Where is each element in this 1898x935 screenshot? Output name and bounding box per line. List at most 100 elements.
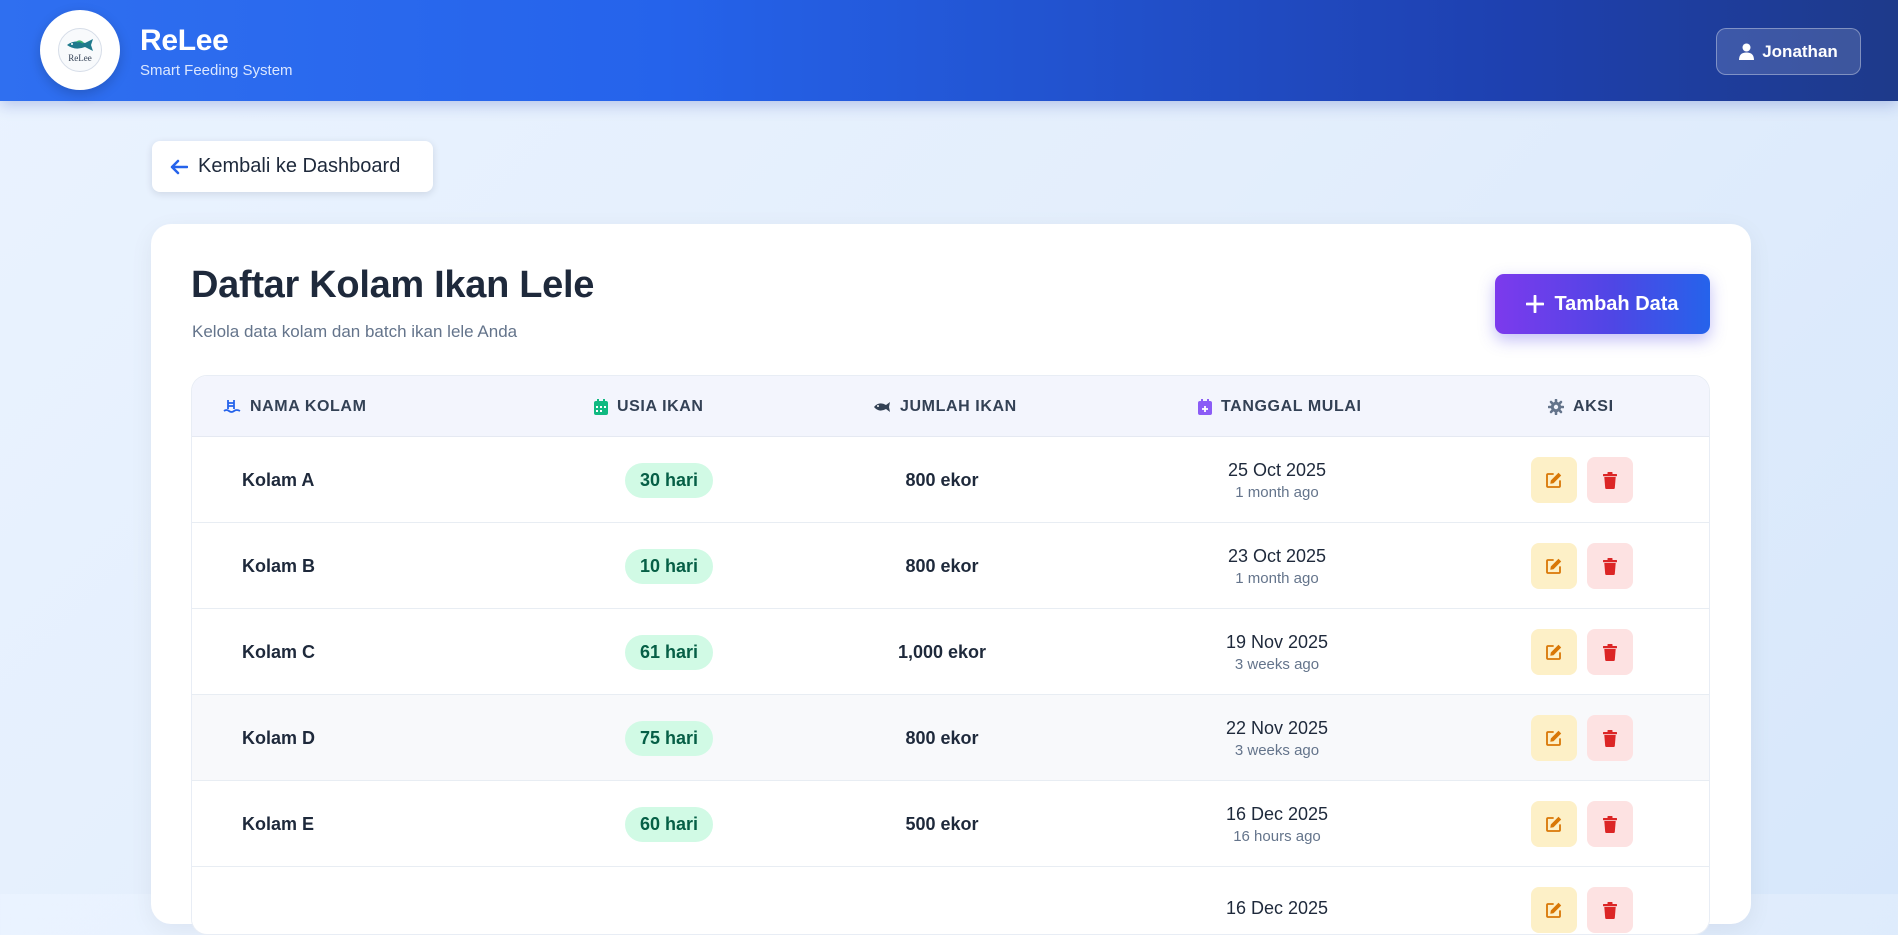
plus-icon bbox=[1526, 295, 1545, 313]
fish-icon bbox=[873, 401, 891, 413]
fish-age-badge: 30 hari bbox=[624, 462, 714, 498]
header-jumlah-ikan[interactable]: JUMLAH IKAN bbox=[873, 376, 1017, 437]
fish-age-badge: 60 hari bbox=[624, 806, 714, 842]
start-date-cell: 16 Dec 2025 16 hours ago bbox=[1202, 781, 1352, 867]
start-date: 16 Dec 2025 bbox=[1225, 898, 1329, 918]
pond-name: Kolam D bbox=[242, 727, 316, 748]
start-date-cell: 25 Oct 2025 1 month ago bbox=[1202, 437, 1352, 523]
back-to-dashboard-button[interactable]: Kembali ke Dashboard bbox=[152, 141, 433, 192]
table-body: Kolam A 30 hari 800 ekor 25 Oct 2025 1 m… bbox=[192, 437, 1709, 934]
header-usia-ikan[interactable]: USIA IKAN bbox=[594, 376, 704, 437]
fish-age-cell: 60 hari bbox=[609, 781, 729, 867]
page-title: Daftar Kolam Ikan Lele bbox=[191, 264, 595, 306]
start-date: 25 Oct 2025 bbox=[1227, 459, 1327, 480]
edit-button[interactable] bbox=[1531, 457, 1577, 503]
pond-name: Kolam C bbox=[242, 641, 316, 662]
table-row: Kolam E 60 hari 500 ekor 16 Dec 2025 16 … bbox=[192, 781, 1709, 867]
edit-button[interactable] bbox=[1531, 715, 1577, 761]
fish-count: 800 ekor bbox=[905, 555, 979, 576]
brand-title: ReLee bbox=[140, 24, 229, 57]
edit-icon bbox=[1545, 557, 1563, 575]
fish-count: 500 ekor bbox=[905, 813, 979, 834]
start-date: 19 Nov 2025 bbox=[1225, 631, 1329, 652]
pond-name: Kolam A bbox=[242, 469, 315, 490]
row-actions bbox=[1531, 715, 1633, 761]
brand-subtitle: Smart Feeding System bbox=[140, 62, 293, 79]
edit-button[interactable] bbox=[1531, 543, 1577, 589]
fish-age-badge: 75 hari bbox=[624, 720, 714, 756]
header-nama-kolam[interactable]: NAMA KOLAM bbox=[223, 376, 367, 437]
back-button-label: Kembali ke Dashboard bbox=[198, 155, 401, 177]
start-date: 22 Nov 2025 bbox=[1225, 717, 1329, 738]
logo-text: ReLee bbox=[68, 52, 92, 63]
trash-icon bbox=[1603, 901, 1617, 919]
delete-button[interactable] bbox=[1587, 457, 1633, 503]
table-header: NAMA KOLAM USIA IKAN bbox=[192, 376, 1709, 437]
fish-age-cell: 61 hari bbox=[609, 609, 729, 695]
fish-age-badge: 10 hari bbox=[624, 548, 714, 584]
start-date-relative: 3 weeks ago bbox=[1234, 741, 1320, 759]
start-date-cell: 19 Nov 2025 3 weeks ago bbox=[1202, 609, 1352, 695]
pond-name: Kolam B bbox=[242, 555, 316, 576]
fish-count bbox=[882, 867, 1002, 934]
header-label: TANGGAL MULAI bbox=[1221, 397, 1362, 415]
trash-icon bbox=[1603, 643, 1617, 661]
table-row: Kolam A 30 hari 800 ekor 25 Oct 2025 1 m… bbox=[192, 437, 1709, 523]
add-data-button[interactable]: Tambah Data bbox=[1495, 274, 1710, 334]
start-date-relative: 1 month ago bbox=[1235, 569, 1319, 587]
table-row: Kolam D 75 hari 800 ekor 22 Nov 2025 3 w… bbox=[192, 695, 1709, 781]
page-subtitle: Kelola data kolam dan batch ikan lele An… bbox=[192, 322, 518, 341]
header-label: JUMLAH IKAN bbox=[900, 397, 1017, 415]
top-header: ReLee ReLee Smart Feeding System Jonatha… bbox=[0, 0, 1898, 101]
fish-count: 1,000 ekor bbox=[897, 641, 987, 662]
edit-button[interactable] bbox=[1531, 801, 1577, 847]
start-date-cell: 22 Nov 2025 3 weeks ago bbox=[1202, 695, 1352, 781]
user-menu-button[interactable]: Jonathan bbox=[1716, 28, 1861, 75]
fish-logo-icon: ReLee bbox=[58, 28, 102, 72]
user-name: Jonathan bbox=[1762, 41, 1838, 61]
table-row: Kolam C 61 hari 1,000 ekor 19 Nov 2025 3… bbox=[192, 609, 1709, 695]
row-actions bbox=[1531, 629, 1633, 675]
calendar-icon bbox=[594, 398, 608, 415]
trash-icon bbox=[1603, 557, 1617, 575]
start-date: 23 Oct 2025 bbox=[1227, 545, 1327, 566]
edit-icon bbox=[1545, 901, 1563, 919]
edit-icon bbox=[1545, 643, 1563, 661]
table-row: 16 Dec 2025 bbox=[192, 867, 1709, 934]
user-icon bbox=[1739, 43, 1755, 60]
delete-button[interactable] bbox=[1587, 543, 1633, 589]
header-label: USIA IKAN bbox=[617, 397, 704, 415]
edit-icon bbox=[1545, 729, 1563, 747]
start-date-relative: 1 month ago bbox=[1235, 483, 1319, 501]
table-row: Kolam B 10 hari 800 ekor 23 Oct 2025 1 m… bbox=[192, 523, 1709, 609]
fish-count: 800 ekor bbox=[905, 727, 979, 748]
brand-logo[interactable]: ReLee bbox=[40, 10, 120, 90]
start-date: 16 Dec 2025 bbox=[1225, 803, 1329, 824]
pond-name: Kolam E bbox=[242, 813, 315, 834]
header-label: AKSI bbox=[1573, 397, 1614, 415]
header-tanggal-mulai[interactable]: TANGGAL MULAI bbox=[1198, 376, 1362, 437]
trash-icon bbox=[1603, 815, 1617, 833]
delete-button[interactable] bbox=[1587, 715, 1633, 761]
add-button-label: Tambah Data bbox=[1554, 292, 1679, 315]
fish-age-cell: 75 hari bbox=[609, 695, 729, 781]
header-aksi: AKSI bbox=[1548, 376, 1614, 437]
fish-age-cell bbox=[609, 867, 729, 934]
fish-age-cell: 10 hari bbox=[609, 523, 729, 609]
start-date-cell: 23 Oct 2025 1 month ago bbox=[1202, 523, 1352, 609]
pond-list-card: Daftar Kolam Ikan Lele Kelola data kolam… bbox=[151, 224, 1751, 935]
delete-button[interactable] bbox=[1587, 801, 1633, 847]
edit-icon bbox=[1545, 471, 1563, 489]
calendar-plus-icon bbox=[1198, 398, 1212, 415]
start-date-relative: 16 hours ago bbox=[1233, 827, 1321, 845]
row-actions bbox=[1531, 801, 1633, 847]
header-label: NAMA KOLAM bbox=[250, 397, 367, 415]
trash-icon bbox=[1603, 729, 1617, 747]
start-date-cell: 16 Dec 2025 bbox=[1202, 867, 1352, 934]
edit-button[interactable] bbox=[1531, 629, 1577, 675]
edit-icon bbox=[1545, 815, 1563, 833]
trash-icon bbox=[1603, 471, 1617, 489]
fish-count: 800 ekor bbox=[905, 469, 979, 490]
delete-button[interactable] bbox=[1587, 629, 1633, 675]
fish-age-cell: 30 hari bbox=[609, 437, 729, 523]
